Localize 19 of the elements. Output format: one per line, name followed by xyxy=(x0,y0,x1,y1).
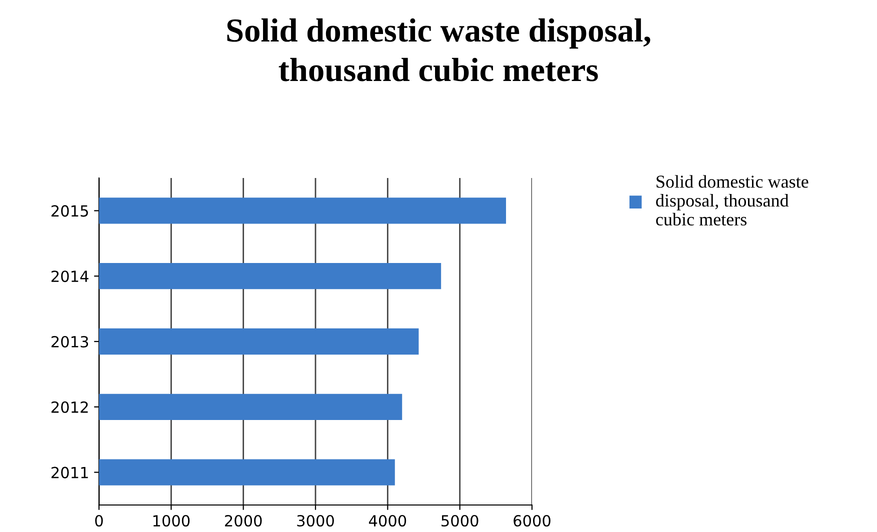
y-tick-label: 2011 xyxy=(52,466,88,478)
x-tick-label: 2000 xyxy=(225,514,262,527)
legend-label: Solid domestic waste disposal, thousand cubic meters xyxy=(656,175,808,226)
bar xyxy=(99,394,402,420)
x-tick-label: 0 xyxy=(95,514,103,527)
y-tick-label: 2012 xyxy=(52,401,88,413)
x-tick-label: 5000 xyxy=(442,514,478,527)
bar xyxy=(99,263,442,290)
x-tick-label: 3000 xyxy=(297,514,334,527)
y-tick-label: 2013 xyxy=(52,336,88,348)
bar xyxy=(99,328,419,355)
x-tick-label: 6000 xyxy=(514,514,550,527)
x-tick-label: 4000 xyxy=(368,514,406,527)
x-tick-label: 1000 xyxy=(153,514,190,527)
chart-title: Solid domestic waste disposal, thousand cubic meters xyxy=(227,18,650,82)
bar xyxy=(99,198,506,224)
y-tick-label: 2014 xyxy=(52,270,88,282)
y-tick-label: 2015 xyxy=(52,205,88,217)
bar xyxy=(99,459,395,486)
